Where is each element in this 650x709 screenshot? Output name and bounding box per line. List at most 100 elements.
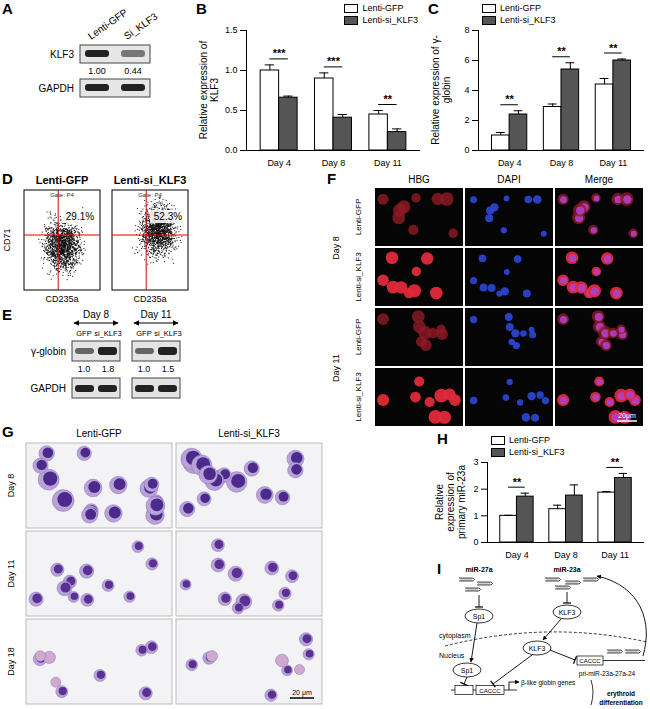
svg-text:1.0: 1.0: [78, 364, 91, 374]
svg-text:0: 0: [464, 145, 469, 155]
svg-text:0: 0: [473, 537, 478, 547]
svg-text:4: 4: [464, 85, 469, 95]
html-text:D: D: [2, 170, 13, 187]
html-text:Lenti-GFP: Lenti-GFP: [362, 3, 404, 13]
svg-text:si_KLF3: si_KLF3: [94, 329, 122, 338]
svg-text:**: **: [609, 42, 618, 54]
svg-text:Day 4: Day 4: [498, 158, 522, 168]
svg-text:Lenti-GFP: Lenti-GFP: [76, 428, 122, 439]
svg-text:β-like globin genes: β-like globin genes: [521, 679, 576, 687]
html-text:Lenti-si_KLF3: Lenti-si_KLF3: [362, 15, 418, 25]
svg-text:Day 11: Day 11: [601, 550, 629, 560]
svg-text:1: 1: [473, 511, 478, 521]
html-text:H: H: [437, 430, 448, 447]
svg-text:Day 8: Day 8: [6, 474, 16, 498]
svg-text:GAPDH: GAPDH: [30, 383, 66, 394]
svg-text:Day 8: Day 8: [331, 236, 341, 260]
svg-text:Nucleus: Nucleus: [439, 652, 465, 659]
svg-text:Day 11: Day 11: [374, 158, 402, 168]
svg-text:Day 8: Day 8: [554, 550, 578, 560]
html-text:C: C: [428, 0, 439, 17]
svg-text:29.1%: 29.1%: [66, 211, 94, 222]
svg-text:6: 6: [464, 55, 469, 65]
svg-text:γ-globin: γ-globin: [31, 346, 66, 357]
html-text:A: A: [2, 0, 13, 17]
svg-text:2: 2: [464, 115, 469, 125]
html-text:B: B: [196, 0, 207, 17]
svg-text:Lenti-si_KLF3: Lenti-si_KLF3: [218, 428, 280, 439]
svg-text:Lenti-GFP: Lenti-GFP: [354, 319, 363, 355]
svg-text:Day 8: Day 8: [550, 158, 574, 168]
svg-text:cytoplasm: cytoplasm: [439, 632, 471, 640]
svg-text:KLF3: KLF3: [529, 645, 546, 652]
svg-text:erythroid: erythroid: [607, 690, 635, 698]
svg-text:Day 11: Day 11: [6, 560, 16, 588]
svg-text:Lenti-si_KLF3: Lenti-si_KLF3: [114, 174, 187, 186]
svg-text:Sp1: Sp1: [461, 667, 474, 675]
svg-text:Lenti-GFP: Lenti-GFP: [86, 6, 130, 41]
svg-text:2: 2: [473, 484, 478, 494]
svg-text:Day 8: Day 8: [83, 309, 110, 320]
svg-text:Day 8: Day 8: [322, 158, 346, 168]
svg-text:CD235a: CD235a: [45, 294, 78, 304]
svg-text:Lenti-GFP: Lenti-GFP: [36, 174, 89, 186]
svg-text:Gate: P4: Gate: P4: [50, 192, 74, 198]
svg-text:CD71: CD71: [2, 228, 12, 251]
svg-text:Lenti-GFP: Lenti-GFP: [354, 199, 363, 235]
svg-text:0.44: 0.44: [124, 66, 142, 76]
svg-text:1.5: 1.5: [225, 25, 238, 35]
svg-text:Day 11: Day 11: [141, 309, 172, 320]
svg-text:si_KLF3: si_KLF3: [154, 329, 182, 338]
html-text:Lenti-si_KLF3: Lenti-si_KLF3: [500, 15, 556, 25]
svg-text:Day 4: Day 4: [267, 158, 291, 168]
svg-text:miR-27a: miR-27a: [465, 566, 492, 573]
svg-text:GAPDH: GAPDH: [38, 83, 74, 94]
svg-text:Day 11: Day 11: [331, 354, 341, 382]
svg-text:KLF3: KLF3: [50, 49, 74, 60]
svg-text:20μm: 20μm: [618, 412, 636, 420]
svg-text:miR-23a: miR-23a: [553, 566, 580, 573]
svg-text:***: ***: [273, 47, 287, 59]
svg-text:8: 8: [464, 25, 469, 35]
svg-text:0.5: 0.5: [225, 105, 238, 115]
svg-text:**: **: [557, 45, 566, 57]
svg-text:0.0: 0.0: [225, 145, 238, 155]
svg-text:***: ***: [327, 55, 341, 67]
svg-text:CD235a: CD235a: [133, 294, 166, 304]
svg-text:CACCC: CACCC: [579, 658, 601, 664]
svg-text:Day 4: Day 4: [505, 550, 529, 560]
svg-text:Day 11: Day 11: [599, 158, 627, 168]
svg-text:20 μm: 20 μm: [292, 689, 312, 697]
svg-text:GFP: GFP: [136, 329, 151, 338]
html-text:Relative expression of γ-globi: Relative expression of γ-globin: [430, 35, 452, 145]
html-text:Lenti-GFP: Lenti-GFP: [500, 3, 541, 13]
svg-text:DAPI: DAPI: [497, 174, 520, 185]
svg-text:1.0: 1.0: [138, 364, 151, 374]
svg-text:KLF3: KLF3: [559, 609, 576, 616]
svg-text:Sp1: Sp1: [473, 613, 486, 621]
svg-text:1.0: 1.0: [225, 65, 238, 75]
svg-text:Day 18: Day 18: [6, 647, 16, 676]
html-text:Relative expression of KLF3: Relative expression of KLF3: [198, 40, 220, 140]
svg-text:Merge: Merge: [585, 174, 614, 185]
svg-text:differentiation: differentiation: [599, 699, 642, 706]
svg-text:Gate: P4: Gate: P4: [138, 192, 162, 198]
svg-text:Si_KLF3: Si_KLF3: [122, 10, 160, 41]
svg-text:**: **: [384, 93, 393, 105]
svg-text:**: **: [611, 456, 620, 468]
svg-text:1.00: 1.00: [88, 66, 106, 76]
svg-text:**: **: [513, 476, 522, 488]
html-text:G: G: [2, 423, 14, 440]
svg-text:3: 3: [473, 457, 478, 467]
svg-text:CACCC: CACCC: [479, 688, 501, 694]
svg-text:GFP: GFP: [76, 329, 91, 338]
svg-text:1.8: 1.8: [102, 364, 115, 374]
svg-text:52.3%: 52.3%: [154, 211, 182, 222]
svg-text:Lenti-si_KLF3: Lenti-si_KLF3: [354, 372, 363, 422]
svg-text:Lenti-si_KLF3: Lenti-si_KLF3: [354, 252, 363, 302]
svg-text:pri-miR-23a-27a-24: pri-miR-23a-27a-24: [579, 670, 636, 678]
svg-text:1.5: 1.5: [162, 364, 175, 374]
svg-text:HBG: HBG: [408, 174, 430, 185]
svg-text:**: **: [505, 93, 514, 105]
html-text:Relative expression of primary: Relative expression of primary miR-23a: [433, 465, 467, 539]
